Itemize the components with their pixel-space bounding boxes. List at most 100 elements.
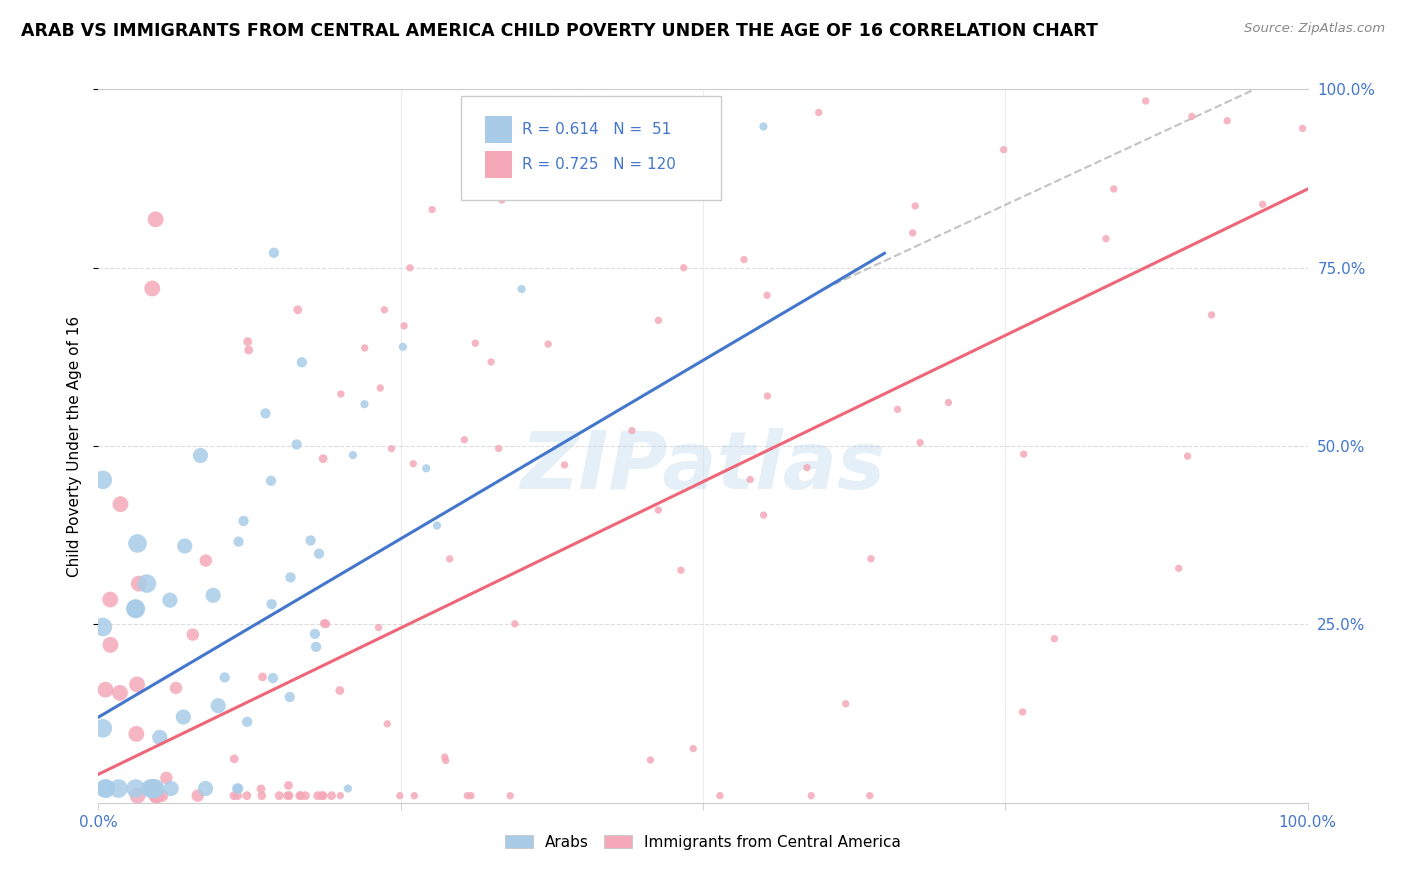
FancyBboxPatch shape bbox=[461, 96, 721, 200]
Point bbox=[647, 503, 669, 517]
Point bbox=[321, 789, 343, 803]
Point bbox=[1181, 110, 1204, 124]
Point bbox=[1251, 197, 1274, 211]
Point bbox=[1163, 46, 1185, 61]
Point bbox=[336, 781, 359, 796]
Point bbox=[479, 355, 502, 369]
Point bbox=[228, 534, 250, 549]
Point bbox=[277, 789, 299, 803]
Point bbox=[145, 789, 167, 803]
Point bbox=[392, 340, 415, 354]
Point bbox=[859, 789, 882, 803]
Point bbox=[226, 781, 249, 796]
Point bbox=[756, 389, 779, 403]
Point bbox=[1008, 46, 1031, 61]
Point bbox=[499, 789, 522, 803]
Text: R = 0.725   N = 120: R = 0.725 N = 120 bbox=[522, 157, 675, 172]
Point bbox=[353, 397, 375, 411]
Point bbox=[110, 497, 132, 511]
Point bbox=[312, 451, 335, 466]
Point bbox=[1291, 121, 1313, 136]
Point bbox=[299, 533, 322, 548]
Point bbox=[278, 789, 301, 803]
Point bbox=[145, 781, 167, 796]
Point bbox=[491, 193, 513, 207]
Point bbox=[315, 616, 337, 631]
Point bbox=[503, 616, 526, 631]
Point bbox=[709, 789, 731, 803]
Point bbox=[94, 781, 117, 796]
Point bbox=[1177, 449, 1199, 463]
Point bbox=[311, 789, 333, 803]
Point bbox=[124, 601, 146, 615]
Point bbox=[141, 281, 163, 295]
Point bbox=[194, 553, 217, 567]
Point bbox=[127, 789, 149, 803]
Point bbox=[94, 682, 117, 697]
Point bbox=[756, 288, 779, 302]
Point bbox=[859, 551, 882, 566]
Point bbox=[647, 313, 669, 327]
Point bbox=[904, 199, 927, 213]
Point bbox=[1220, 46, 1243, 61]
Point bbox=[852, 46, 875, 61]
Point bbox=[260, 597, 283, 611]
Point bbox=[214, 670, 236, 684]
Point bbox=[108, 686, 131, 700]
Point bbox=[194, 781, 217, 796]
Point bbox=[181, 627, 204, 641]
Point bbox=[1135, 94, 1157, 108]
Point bbox=[373, 302, 395, 317]
Point bbox=[453, 433, 475, 447]
Text: Source: ZipAtlas.com: Source: ZipAtlas.com bbox=[1244, 22, 1385, 36]
Point bbox=[263, 245, 285, 260]
Point bbox=[285, 437, 308, 451]
Point bbox=[631, 46, 654, 61]
Point bbox=[1095, 232, 1118, 246]
Point bbox=[910, 46, 932, 61]
Point bbox=[159, 593, 181, 607]
Point bbox=[236, 334, 259, 349]
Point bbox=[420, 202, 443, 217]
Point bbox=[554, 458, 576, 472]
Point bbox=[468, 117, 491, 131]
Point bbox=[125, 727, 148, 741]
Point bbox=[404, 789, 426, 803]
Point bbox=[434, 754, 457, 768]
Point bbox=[307, 789, 329, 803]
Point bbox=[329, 387, 352, 401]
Point bbox=[222, 789, 245, 803]
Text: R = 0.614   N =  51: R = 0.614 N = 51 bbox=[522, 121, 671, 136]
Point bbox=[796, 460, 818, 475]
Point bbox=[314, 616, 336, 631]
Point bbox=[464, 336, 486, 351]
Point bbox=[368, 381, 391, 395]
Point bbox=[800, 789, 823, 803]
Point bbox=[128, 576, 150, 591]
Point bbox=[173, 539, 195, 553]
Point bbox=[672, 260, 695, 275]
Point bbox=[682, 741, 704, 756]
Point bbox=[127, 536, 149, 550]
Point bbox=[510, 282, 533, 296]
Point bbox=[236, 714, 259, 729]
Point bbox=[226, 789, 249, 803]
Point bbox=[139, 781, 162, 796]
Point bbox=[98, 63, 121, 78]
Point bbox=[288, 789, 311, 803]
Point bbox=[252, 670, 274, 684]
Point bbox=[202, 588, 225, 602]
Point bbox=[399, 260, 422, 275]
Point bbox=[232, 514, 254, 528]
Text: ZIPatlas: ZIPatlas bbox=[520, 428, 886, 507]
Point bbox=[752, 120, 775, 134]
Point bbox=[107, 781, 129, 796]
Point bbox=[190, 449, 212, 463]
Point bbox=[1043, 632, 1066, 646]
Point bbox=[145, 789, 167, 803]
Point bbox=[1012, 447, 1035, 461]
Point bbox=[94, 781, 117, 796]
Point bbox=[669, 563, 692, 577]
Point bbox=[1201, 308, 1223, 322]
Point bbox=[993, 143, 1015, 157]
